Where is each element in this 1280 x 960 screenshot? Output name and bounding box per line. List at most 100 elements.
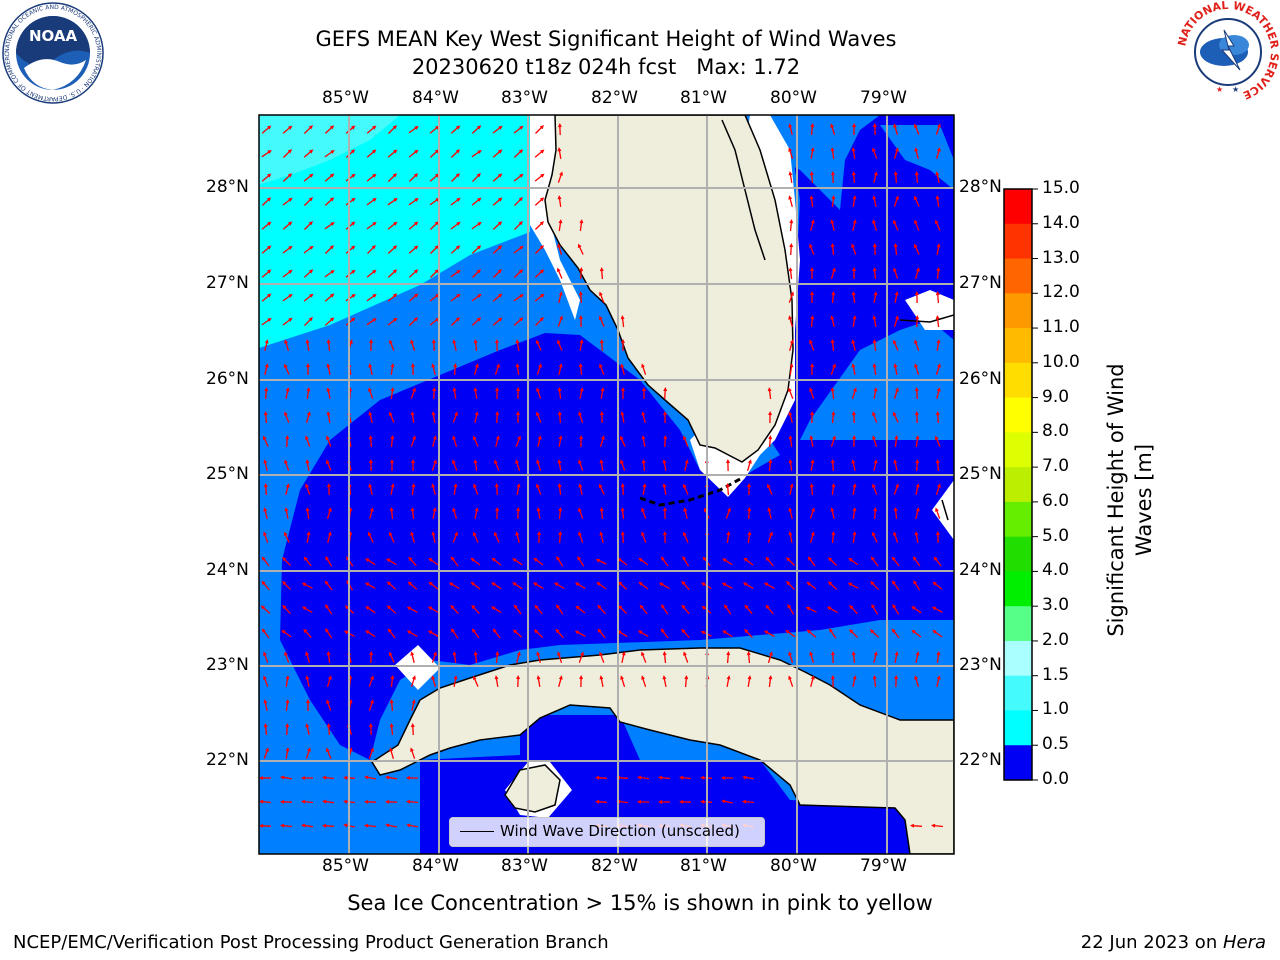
- wave-direction-arrowhead: [474, 363, 479, 368]
- wave-direction-arrowhead: [767, 483, 771, 489]
- wave-direction-arrowhead: [494, 675, 499, 680]
- wave-direction-arrowhead: [351, 197, 356, 202]
- wave-direction-arrowhead: [264, 387, 269, 392]
- wave-direction-arrowhead: [577, 556, 582, 561]
- wave-direction-arrowhead: [894, 435, 899, 440]
- wave-direction-arrowhead: [852, 195, 857, 200]
- wave-direction-arrowhead: [410, 339, 414, 344]
- colorbar-segment: [1004, 258, 1032, 294]
- wave-direction-arrowhead: [456, 197, 461, 202]
- wave-direction-arrowhead: [455, 317, 460, 322]
- wave-direction-arrowhead: [599, 411, 604, 416]
- wave-direction-arrowhead: [434, 221, 439, 226]
- wave-direction-arrowhead: [830, 123, 834, 128]
- wave-direction-arrowhead: [392, 293, 398, 298]
- wave-direction-arrowhead: [393, 198, 398, 202]
- wave-direction-arrowhead: [433, 459, 437, 464]
- wave-direction-arrowhead: [869, 629, 875, 634]
- wave-direction-arrowhead: [789, 363, 794, 368]
- wave-direction-arrowhead: [389, 699, 394, 704]
- lat-label-right-27n: 27°N: [959, 273, 1002, 293]
- wave-direction-arrowhead: [769, 651, 773, 656]
- wave-direction-arrowhead: [285, 675, 290, 680]
- wave-direction-arrowhead: [309, 293, 314, 298]
- wave-direction-arrowhead: [372, 318, 377, 322]
- wave-direction-arrowhead: [788, 651, 792, 656]
- wave-direction-arrowhead: [911, 606, 916, 610]
- wave-direction-arrowhead: [767, 507, 772, 512]
- wave-direction-arrowhead: [308, 221, 313, 226]
- colorbar-frame: [1003, 188, 1033, 781]
- colorbar-tick-label: 10.0: [1042, 351, 1080, 372]
- wave-direction-arrowhead: [620, 483, 625, 488]
- wave-direction-arrowhead: [789, 219, 794, 224]
- wave-direction-arrowhead: [726, 675, 731, 680]
- wave-direction-arrowhead: [476, 173, 481, 178]
- wave-direction-arrowhead: [372, 149, 377, 154]
- wave-direction-arrowhead: [722, 630, 727, 635]
- wave-direction-arrowhead: [810, 411, 815, 416]
- wave-direction-arrowhead: [848, 557, 853, 562]
- legend-label: Wind Wave Direction (unscaled): [500, 822, 740, 840]
- wave-direction-arrowhead: [324, 580, 329, 585]
- mask-patch: [395, 645, 440, 690]
- wave-direction-arrowhead: [577, 243, 582, 249]
- wave-direction-arrowhead: [895, 147, 899, 152]
- wave-direction-arrowhead: [595, 799, 600, 804]
- wave-direction-arrowhead: [456, 269, 461, 274]
- wave-direction-arrowhead: [831, 483, 836, 488]
- noaa-logo: NATIONAL OCEANIC AND ATMOSPHERIC ADMINIS…: [0, 0, 104, 104]
- wave-direction-arrowhead: [933, 556, 938, 561]
- wave-direction-arrowhead: [829, 628, 833, 633]
- wave-direction-arrowhead: [392, 125, 397, 130]
- wave-direction-arrowhead: [747, 675, 752, 680]
- wave-direction-arrowhead: [496, 363, 500, 368]
- wave-direction-arrowhead: [452, 507, 456, 512]
- wave-direction-arrowhead: [872, 219, 876, 224]
- wave-direction-arrowhead: [727, 507, 731, 512]
- wave-direction-arrowhead: [872, 147, 876, 152]
- wave-direction-arrowhead: [368, 387, 372, 392]
- wave-direction-arrowhead: [385, 823, 390, 828]
- wave-direction-arrowhead: [892, 411, 897, 417]
- wave-direction-arrowhead: [367, 531, 372, 537]
- wave-direction-arrowhead: [536, 387, 540, 392]
- wave-direction-arrowhead: [305, 507, 310, 512]
- wave-direction-arrowhead: [662, 651, 667, 656]
- colorbar-tick-label: 11.0: [1042, 317, 1080, 338]
- lon-label-bottom-81w: 81°W: [680, 856, 727, 876]
- wave-direction-arrowhead: [851, 291, 856, 296]
- wave-direction-arrowhead: [330, 293, 335, 298]
- wave-direction-arrowhead: [263, 699, 268, 704]
- wave-direction-arrowhead: [658, 800, 662, 804]
- wave-direction-arrowhead: [365, 558, 370, 562]
- wave-direction-arrowhead: [831, 195, 836, 200]
- wave-direction-arrowhead: [372, 221, 377, 226]
- lon-label-top-83w: 83°W: [501, 88, 548, 108]
- wave-direction-arrowhead: [747, 459, 752, 464]
- colorbar-tick-label: 3.0: [1042, 595, 1070, 616]
- wave-direction-arrowhead: [641, 435, 646, 440]
- wave-direction-arrowhead: [913, 243, 918, 249]
- wave-direction-arrowhead: [620, 531, 625, 536]
- wave-direction-arrowhead: [810, 123, 815, 128]
- wave-direction-arrowhead: [915, 459, 920, 464]
- wave-direction-arrowhead: [303, 628, 308, 634]
- wave-direction-arrowhead: [595, 558, 601, 563]
- wave-direction-arrowhead: [389, 747, 394, 752]
- lon-label-top-80w: 80°W: [770, 88, 817, 108]
- wave-direction-arrowhead: [261, 628, 266, 633]
- wave-direction-arrowhead: [407, 581, 412, 586]
- wave-direction-arrowhead: [498, 125, 503, 130]
- wave-direction-arrowhead: [558, 531, 563, 536]
- wave-direction-arrowhead: [305, 723, 310, 728]
- wave-direction-arrowhead: [284, 363, 288, 368]
- wave-direction-arrowhead: [302, 606, 307, 611]
- wave-direction-arrowhead: [894, 675, 899, 679]
- wave-direction-arrowhead: [935, 507, 939, 512]
- wave-direction-arrowhead: [477, 293, 482, 298]
- wave-direction-arrowhead: [309, 149, 314, 154]
- wave-direction-arrowhead: [476, 245, 482, 250]
- wave-direction-arrowhead: [364, 582, 370, 587]
- colorbar-tick-label: 6.0: [1042, 490, 1070, 511]
